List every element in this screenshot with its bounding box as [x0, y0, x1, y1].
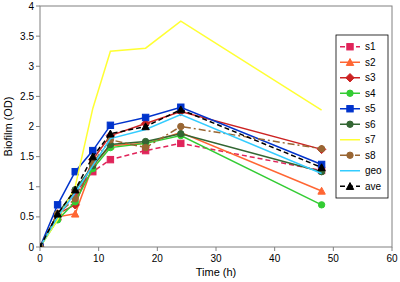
x-tick [216, 247, 217, 251]
legend-marker [346, 59, 353, 66]
y-tick-label: 3.5 [20, 31, 34, 42]
legend-marker [346, 183, 353, 190]
legend-marker [347, 44, 353, 50]
series-line [40, 111, 322, 247]
point [107, 156, 113, 162]
y-tick [36, 156, 40, 157]
y-tick-label: 4 [28, 1, 34, 12]
point [317, 145, 325, 153]
legend-label: s8 [365, 150, 376, 161]
x-tick [333, 247, 334, 251]
y-tick-label: 0 [28, 242, 34, 253]
legend-marker [347, 90, 353, 96]
x-tick-label: 30 [210, 253, 222, 264]
legend-marker [347, 152, 353, 158]
point [142, 138, 148, 144]
point [177, 106, 184, 113]
point [54, 202, 60, 208]
legend-label: s3 [365, 72, 376, 83]
legend-swatch [340, 170, 360, 172]
x-tick [98, 247, 99, 251]
x-tick-label: 20 [152, 253, 164, 264]
point [107, 130, 114, 137]
point [89, 153, 96, 160]
point [72, 186, 79, 193]
y-tick [36, 36, 40, 37]
y-tick [36, 247, 40, 248]
legend-marker [347, 106, 353, 112]
x-tick [274, 247, 275, 251]
legend-label: s1 [365, 41, 376, 52]
x-tick-label: 0 [37, 253, 43, 264]
y-tick [36, 186, 40, 187]
x-tick-label: 60 [386, 253, 398, 264]
point [178, 123, 184, 129]
legend-label: geo [365, 165, 382, 176]
y-tick-label: 0.5 [20, 211, 34, 222]
legend: s1 s2 s3 s4 s5 s6 s7 s8 geo ave [336, 35, 388, 198]
x-axis-label: Time (h) [196, 266, 237, 278]
point [142, 144, 148, 150]
x-tick-label: 50 [328, 253, 340, 264]
series-line [40, 107, 322, 247]
x-tick-label: 40 [269, 253, 281, 264]
point [72, 187, 78, 193]
legend-marker [347, 121, 353, 127]
legend-marker [346, 74, 354, 82]
x-tick [392, 247, 393, 251]
legend-box [336, 35, 388, 198]
legend-label: s5 [365, 103, 376, 114]
point [178, 131, 184, 137]
y-tick-label: 1.5 [20, 151, 34, 162]
point [318, 202, 324, 208]
point [142, 123, 149, 130]
point [178, 140, 184, 146]
x-tick [40, 247, 41, 251]
series-line [40, 127, 322, 248]
x-tick-label: 10 [93, 253, 105, 264]
point [40, 243, 44, 247]
point [54, 210, 61, 217]
legend-label: ave [365, 181, 382, 192]
series-line [40, 21, 322, 247]
y-tick [36, 66, 40, 67]
chart: 0 10 20 30 40 50 60 0 0.5 1 1.5 2 2.5 3 3.5 4 Time (h) Bi… [0, 0, 400, 282]
legend-label: s2 [365, 57, 376, 68]
point [318, 146, 324, 152]
point [107, 122, 113, 128]
point [318, 187, 325, 194]
plot-area [40, 21, 326, 247]
series-line [40, 114, 322, 247]
legend-swatch [340, 139, 360, 141]
point [72, 210, 79, 217]
point [142, 114, 148, 120]
y-tick-label: 2.5 [20, 91, 34, 102]
y-tick-label: 3 [28, 61, 34, 72]
legend-label: s6 [365, 119, 376, 130]
plot-frame [40, 6, 392, 247]
y-axis-label: Biofilm (OD) [2, 97, 14, 157]
legend-label: s7 [365, 134, 376, 145]
legend-label: s4 [365, 88, 376, 99]
y-tick-label: 1 [28, 181, 34, 192]
point [318, 164, 325, 171]
y-tick-label: 2 [28, 121, 34, 132]
y-tick [36, 96, 40, 97]
y-tick [36, 216, 40, 217]
y-tick [36, 126, 40, 127]
series-line [40, 110, 322, 247]
x-tick [157, 247, 158, 251]
y-tick [36, 6, 40, 7]
